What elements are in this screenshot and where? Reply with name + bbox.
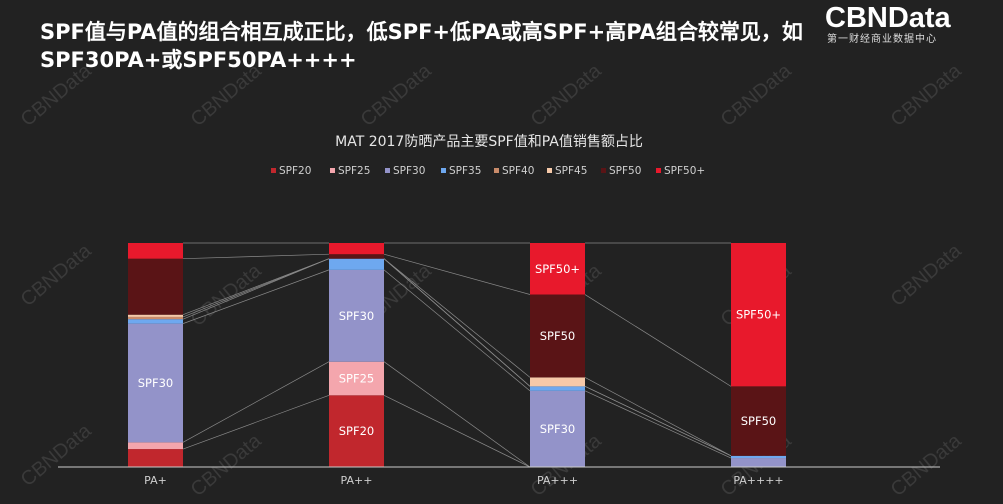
logo-subtitle: 第一财经商业数据中心 <box>827 34 937 45</box>
bar-segment <box>329 243 384 255</box>
watermark-text: CBNData <box>187 259 267 331</box>
legend-label: SPF40 <box>502 165 534 177</box>
connector-line <box>383 269 531 392</box>
bar-stacks: SPF30 SPF30 SPF25 SPF20 SPF50+ SPF50 SPF30 SPF5… <box>128 243 786 467</box>
bar-segment <box>731 386 786 456</box>
cbndata-logo: CBNData 第一财经商业数据中心 <box>825 2 975 46</box>
bar-segment <box>731 458 786 467</box>
segment-label: SPF30 <box>540 422 575 436</box>
watermark-text: CBNData <box>17 239 97 311</box>
watermark-text: CBNData <box>527 59 607 131</box>
x-tick-label: PA++ <box>341 474 373 487</box>
bar-segment <box>128 258 183 315</box>
bar-segment <box>128 442 183 450</box>
connector-line <box>182 258 330 316</box>
segment-label: SPF50 <box>540 329 575 343</box>
bar-segment <box>128 449 183 467</box>
watermark-text: CBNData <box>887 239 967 311</box>
x-axis-ticks: PA+ PA++ PA+++ PA++++ <box>144 474 784 487</box>
legend-label: SPF50 <box>609 165 641 177</box>
logo-wordmark: CBNData <box>825 2 951 34</box>
connector-line <box>383 253 531 295</box>
connector-line <box>383 361 531 468</box>
legend-swatch <box>494 168 499 173</box>
watermark-text: CBNData <box>717 59 797 131</box>
segment-label: SPF50+ <box>535 262 580 276</box>
legend-label: SPF30 <box>393 165 425 177</box>
x-tick-label: PA++++ <box>733 474 783 487</box>
x-tick-label: PA+++ <box>537 474 578 487</box>
connector-line <box>182 269 330 324</box>
legend-swatch <box>601 168 606 173</box>
bar-segment <box>128 323 183 443</box>
legend-swatch <box>441 168 446 173</box>
connector-line <box>182 394 330 450</box>
bar-segment <box>329 395 384 467</box>
legend-label: SPF20 <box>279 165 311 177</box>
watermark-text: CBNData <box>17 419 97 491</box>
segment-label: SPF20 <box>339 424 374 438</box>
connector-line <box>584 294 732 387</box>
chart-legend: SPF20 SPF25 SPF30 SPF35 SPF40 SPF45 SPF50 SPF50… <box>271 165 705 177</box>
bar-segment <box>329 269 384 362</box>
connector-line <box>584 386 732 457</box>
bar-segment <box>128 319 183 324</box>
legend-label: SPF45 <box>555 165 587 177</box>
connector-line <box>182 361 330 443</box>
watermark-text: CBNData <box>17 59 97 131</box>
connector-line <box>383 258 531 378</box>
segment-label: SPF50 <box>741 414 776 428</box>
bar-segment <box>128 243 183 259</box>
page-title: SPF值与PA值的组合相互成正比，低SPF+低PA或高SPF+高PA组合较常见，… <box>40 20 803 72</box>
watermark-text: CBNData <box>357 59 437 131</box>
bar-segment <box>530 386 585 391</box>
bar-segment <box>128 314 183 317</box>
legend-swatch <box>385 168 390 173</box>
connector-line <box>584 377 732 457</box>
bar-segment <box>329 254 384 259</box>
bar-segment <box>128 316 183 320</box>
legend-swatch <box>271 168 276 173</box>
segment-label: SPF25 <box>339 372 374 386</box>
x-tick-label: PA+ <box>144 474 167 487</box>
connector-line <box>383 258 531 387</box>
connector-line <box>182 253 330 260</box>
segment-label: SPF30 <box>138 376 173 390</box>
segment-label: SPF50+ <box>736 308 781 322</box>
watermark-text: CBNData <box>887 59 967 131</box>
watermark-text: CBNData <box>887 429 967 501</box>
legend-swatch <box>547 168 552 173</box>
bar-segment <box>530 243 585 295</box>
bar-segment <box>329 361 384 396</box>
bar-segment <box>530 377 585 387</box>
bar-segment <box>329 258 384 270</box>
connector-line <box>383 395 531 468</box>
watermark-text: CBNData <box>187 59 267 131</box>
legend-label: SPF50+ <box>664 165 705 177</box>
legend-swatch <box>656 168 661 173</box>
chart-title: MAT 2017防晒产品主要SPF值和PA值销售额占比 <box>335 134 643 150</box>
bar-segment <box>530 390 585 467</box>
legend-swatch <box>330 168 335 173</box>
bar-segment <box>530 294 585 378</box>
bar-segment <box>731 455 786 459</box>
legend-label: SPF35 <box>449 165 481 177</box>
segment-label: SPF30 <box>339 309 374 323</box>
watermark-text: CBNData <box>187 429 267 501</box>
legend-label: SPF25 <box>338 165 370 177</box>
bar-segment <box>731 243 786 387</box>
connector-line <box>584 390 732 459</box>
